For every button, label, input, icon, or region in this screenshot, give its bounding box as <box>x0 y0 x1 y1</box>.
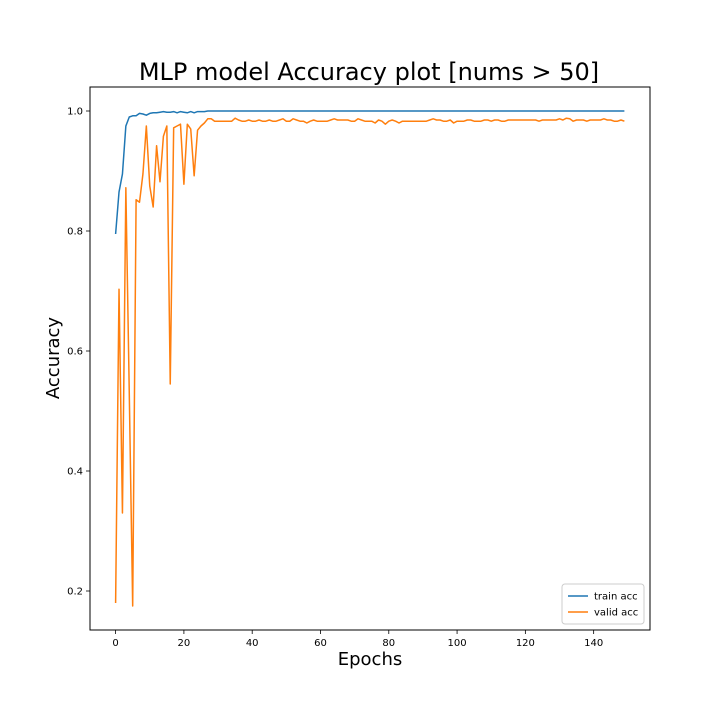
x-tick-label: 140 <box>584 638 603 649</box>
plot-frame <box>89 86 651 631</box>
y-axis: 0.2 0.4 0.6 0.8 1.0 <box>67 107 90 598</box>
series-line-valid-acc <box>114 117 625 607</box>
series-line-train-acc <box>114 110 625 235</box>
chart-title: MLP model Accuracy plot [nums > 50] <box>139 58 599 86</box>
y-axis-title: Accuracy <box>43 317 64 400</box>
x-tick-label: 0 <box>112 638 118 649</box>
y-tick-label: 0.6 <box>67 347 83 358</box>
legend-label: valid acc <box>594 608 638 619</box>
x-axis-title: Epochs <box>338 649 403 670</box>
legend: train acc valid acc <box>561 583 645 625</box>
x-tick-label: 40 <box>246 638 259 649</box>
x-tick-label: 100 <box>448 638 467 649</box>
y-tick-label: 0.2 <box>67 587 83 598</box>
x-axis: 0 20 40 60 80 100 120 140 <box>112 630 603 649</box>
x-tick-label: 80 <box>382 638 395 649</box>
x-tick-label: 120 <box>516 638 535 649</box>
plot-area <box>114 110 625 607</box>
y-tick-label: 0.8 <box>67 227 83 238</box>
legend-label: train acc <box>594 592 638 603</box>
y-tick-label: 0.4 <box>67 467 83 478</box>
x-tick-label: 20 <box>178 638 191 649</box>
x-tick-label: 60 <box>314 638 327 649</box>
legend-box <box>561 583 645 625</box>
y-tick-label: 1.0 <box>67 107 83 118</box>
